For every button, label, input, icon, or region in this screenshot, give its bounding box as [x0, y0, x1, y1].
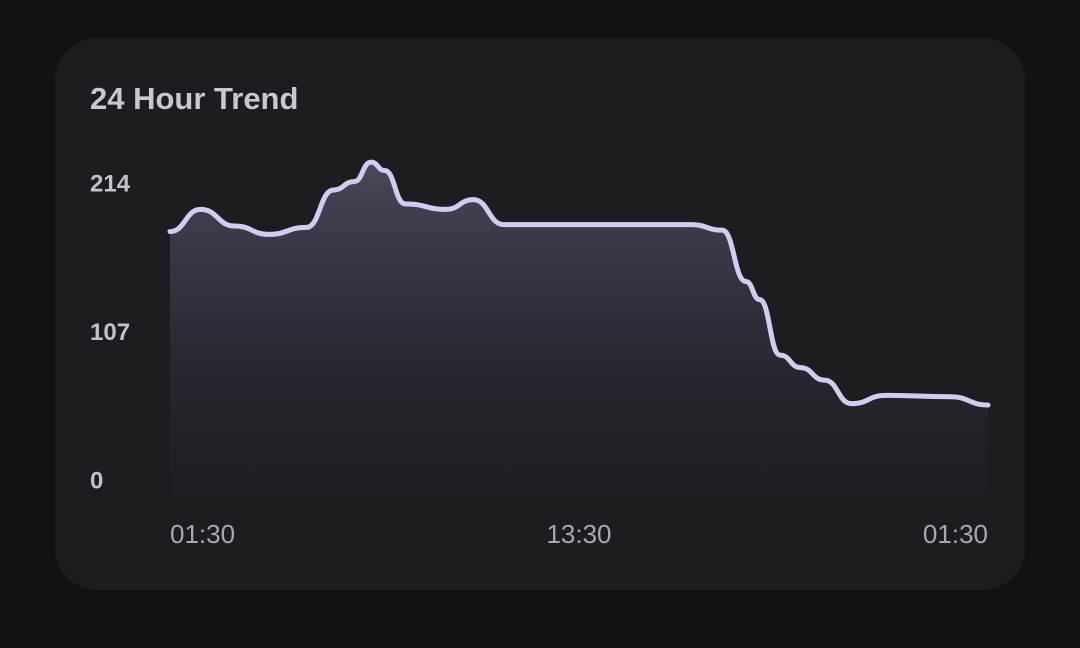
x-tick-label: 01:30: [170, 519, 235, 549]
y-tick-label: 214: [90, 170, 131, 197]
trend-line: [167, 159, 991, 408]
y-tick-label: 107: [90, 319, 130, 346]
x-tick-label: 01:30: [923, 519, 988, 549]
area-fill: [170, 162, 988, 495]
chart-title: 24 Hour Trend: [90, 81, 298, 116]
x-tick-label: 13:30: [546, 519, 611, 549]
y-tick-label: 0: [90, 467, 103, 494]
